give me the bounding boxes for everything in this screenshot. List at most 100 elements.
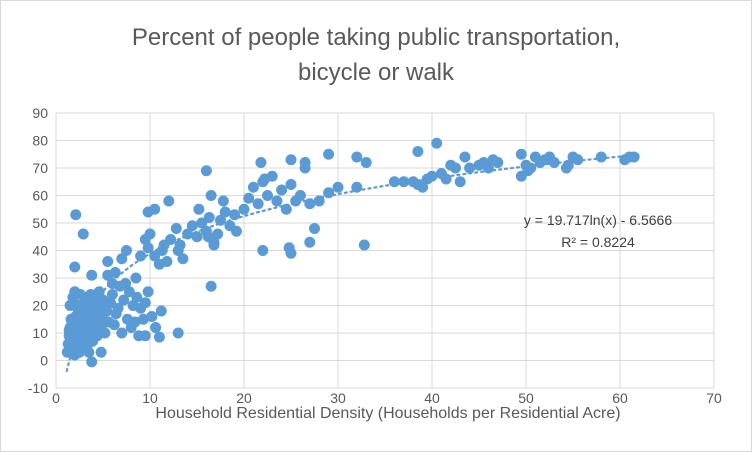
x-tick-label: 60 [612,390,628,406]
data-point [313,195,325,207]
data-point [142,242,154,254]
data-point [412,146,424,158]
x-tick-label: 40 [424,390,440,406]
data-point [417,181,429,193]
data-point [106,288,118,300]
data-point [153,331,165,343]
data-point [86,356,98,368]
data-point [142,286,154,298]
data-point [440,173,452,185]
data-point [84,319,96,331]
data-point [257,245,269,257]
data-point [202,231,214,243]
data-point [95,346,107,358]
scatter-points [61,137,640,368]
data-point [155,305,167,317]
data-point [116,253,128,265]
data-point [323,148,335,160]
data-point [360,157,372,169]
data-point [351,151,363,163]
data-point [482,162,494,174]
data-point [212,228,224,240]
data-point [196,217,208,229]
data-point [88,330,100,342]
data-point [548,157,560,169]
data-point [271,195,283,207]
data-point [358,239,370,251]
data-point [522,165,534,177]
y-tick-label: 50 [32,215,48,231]
data-point [193,203,205,215]
data-point [205,190,217,202]
data-point [177,253,189,265]
data-point [118,294,130,306]
data-point [351,181,363,193]
data-point [323,187,335,199]
data-point [285,154,297,166]
y-tick-label: 0 [40,353,48,369]
data-point [146,310,158,322]
data-point [230,225,242,237]
data-point [229,209,241,221]
y-tick-label: 30 [32,270,48,286]
data-point [203,212,215,224]
data-point [398,176,410,188]
data-point [102,255,114,267]
data-point [83,346,95,358]
data-point [217,195,229,207]
data-point [388,176,400,188]
data-point [63,324,75,336]
data-point [285,247,297,259]
data-point [449,162,461,174]
data-point [139,297,151,309]
trendline-equation: y = 19.717ln(x) - 6.5666 [524,212,672,228]
data-point [135,250,147,262]
data-point [459,151,471,163]
data-point [170,223,182,235]
data-point [86,269,98,281]
data-point [238,203,250,215]
data-point [299,157,311,169]
y-tick-label: 80 [32,133,48,149]
data-point [116,327,128,339]
data-point [431,137,443,149]
data-point [294,190,306,202]
data-point [454,176,466,188]
chart-title-line-2: bicycle or walk [298,59,455,86]
data-point [261,190,273,202]
data-point [191,231,203,243]
data-point [186,220,198,232]
y-tick-label: 60 [32,188,48,204]
chart-title-line-1: Percent of people taking public transpor… [132,24,620,51]
x-tick-label: 50 [518,390,534,406]
data-point [464,162,476,174]
y-tick-label: 10 [32,325,48,341]
data-point [215,214,227,226]
trendline-r2: R² = 0.8224 [561,234,635,250]
data-point [172,327,184,339]
data-point [426,170,438,182]
y-tick-label: 70 [32,160,48,176]
data-point [144,228,156,240]
y-tick-label: 20 [32,298,48,314]
data-point [130,272,142,284]
data-point [560,162,572,174]
x-tick-label: 30 [330,390,346,406]
data-point [304,236,316,248]
data-point [205,280,217,292]
data-point [112,302,124,314]
data-point [158,239,170,251]
data-point [280,203,292,215]
data-point [121,245,133,257]
data-point [69,261,81,273]
data-point [174,239,186,251]
gridlines [55,112,715,389]
data-point [487,154,499,166]
x-axis-title: Household Residential Density (Household… [155,405,620,422]
data-point [243,192,255,204]
data-point [259,173,271,185]
data-point [70,209,82,221]
data-point [304,198,316,210]
